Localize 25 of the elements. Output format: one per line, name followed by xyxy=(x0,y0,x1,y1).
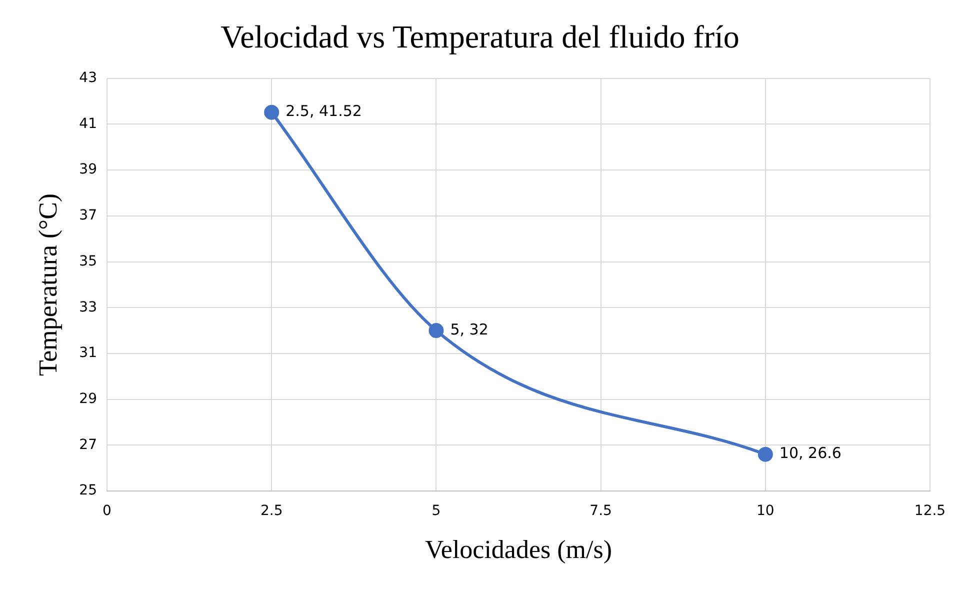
y-tick-label: 43 xyxy=(79,70,98,86)
y-tick-label: 41 xyxy=(79,116,98,132)
y-tick-label: 27 xyxy=(79,436,98,453)
x-tick-label: 10 xyxy=(756,503,774,520)
y-tick-label: 29 xyxy=(79,390,98,407)
y-tick-label: 25 xyxy=(79,482,98,499)
x-tick-label: 7.5 xyxy=(590,503,612,520)
x-tick-label: 2.5 xyxy=(260,503,283,520)
y-tick-label: 39 xyxy=(79,162,98,178)
point xyxy=(428,323,444,338)
y-tick-label: 33 xyxy=(79,299,98,316)
x-tick-label: 5 xyxy=(432,503,441,520)
chart-title: Velocidad vs Temperatura del fluido frío xyxy=(220,18,740,55)
point xyxy=(264,104,280,120)
point xyxy=(758,446,773,462)
x-axis-title: Velocidades (m/s) xyxy=(425,535,612,564)
x-tick-label: 0 xyxy=(102,503,112,520)
x-tick-label: 12.5 xyxy=(914,503,946,520)
y-tick-label: 31 xyxy=(79,345,98,362)
y-axis-title: Temperatura (°C) xyxy=(33,193,62,376)
data-label: 10, 26.6 xyxy=(779,444,842,462)
y-tick-label: 37 xyxy=(79,208,98,224)
data-label: 5, 32 xyxy=(450,320,488,338)
y-tick-label: 35 xyxy=(79,253,98,270)
data-label: 2.5, 41.52 xyxy=(286,102,362,120)
